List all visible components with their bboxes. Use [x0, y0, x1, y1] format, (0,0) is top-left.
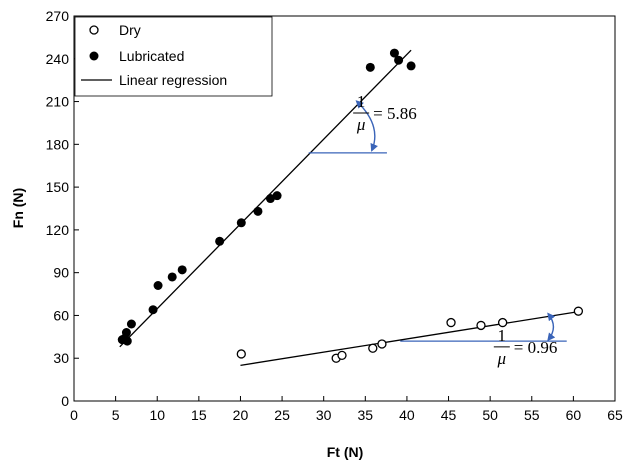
lubricated-point: [122, 336, 132, 346]
x-tick-label: 30: [316, 407, 332, 423]
plot-frame: [73, 15, 616, 402]
x-axis-label: Ft (N): [327, 444, 364, 460]
legend-marker-dry: [89, 25, 99, 35]
x-tick-label: 45: [441, 407, 457, 423]
x-tick-label: 65: [607, 407, 623, 423]
legend-label-lubricated: Lubricated: [119, 48, 184, 64]
y-tick-label: 120: [46, 222, 70, 238]
legend-marker-lubricated: [89, 51, 99, 61]
y-tick-label: 150: [46, 179, 70, 195]
y-tick-label: 60: [53, 307, 69, 323]
legend-label-regression: Linear regression: [119, 72, 227, 88]
lubricated-point: [177, 265, 187, 275]
x-tick-label: 25: [274, 407, 290, 423]
slope-angle-arrow: [547, 312, 556, 342]
annotation-layer: 1 μ = 5.86 1 μ = 0.96: [308, 92, 567, 368]
dry-point: [337, 350, 347, 361]
fit-layer: [119, 49, 582, 366]
dry-point: [368, 343, 378, 353]
y-axis-label: Fn (N): [10, 188, 26, 228]
dry-point: [497, 317, 508, 328]
x-tick-label: 20: [233, 407, 249, 423]
x-tick-label: 5: [112, 407, 120, 423]
y-tick-label: 0: [61, 393, 69, 409]
y-tick-label: 270: [46, 8, 70, 24]
slope-numerator: 1: [498, 326, 507, 345]
lubricated-point: [406, 61, 416, 71]
x-tick-label: 10: [149, 407, 165, 423]
lubricated-point: [272, 191, 282, 201]
slope-denominator: μ: [356, 115, 366, 134]
slope-value: = 0.96: [514, 338, 558, 357]
x-tick-label: 35: [358, 407, 374, 423]
lubricated-point: [215, 236, 225, 246]
y-tick-label: 210: [46, 94, 70, 110]
lubricated-point: [153, 281, 163, 290]
lubricated-point: [389, 48, 399, 58]
points-layer: [117, 48, 584, 363]
lubricated-point: [394, 55, 404, 65]
x-tick-label: 60: [566, 407, 582, 423]
dry-point: [236, 349, 246, 359]
lubricated-point: [167, 272, 177, 282]
regression-line: [240, 310, 582, 366]
slope-numerator: 1: [357, 92, 366, 111]
legend: Dry Lubricated Linear regression: [74, 16, 273, 97]
x-tick-label: 0: [70, 407, 78, 423]
x-tick-label: 15: [191, 407, 207, 423]
dry-point: [476, 320, 486, 331]
lubricated-point: [148, 305, 158, 315]
dry-point: [573, 306, 584, 316]
lubricated-point: [121, 328, 131, 338]
y-tick-label: 90: [53, 265, 69, 281]
y-tick-label: 30: [53, 350, 69, 366]
x-tick-label: 50: [482, 407, 498, 423]
lubricated-point: [253, 206, 263, 216]
dry-point: [446, 317, 456, 328]
ticks-layer: 0 5 10 15 20 25 30 35 40 45 50 55 60 65 0 30 60 90 120 150 1…: [46, 8, 623, 423]
y-tick-label: 240: [46, 51, 70, 67]
slope-angle-arrow: [355, 100, 378, 152]
lubricated-point: [236, 218, 246, 228]
dry-point: [377, 339, 387, 349]
y-tick-label: 180: [46, 136, 70, 152]
lubricated-point: [365, 62, 375, 72]
lubricated-point: [126, 319, 136, 329]
x-tick-label: 55: [524, 407, 540, 423]
slope-denominator: μ: [497, 349, 507, 368]
legend-box: [74, 16, 273, 97]
regression-line: [119, 49, 412, 348]
legend-label-dry: Dry: [119, 22, 141, 38]
x-tick-label: 40: [399, 407, 415, 423]
slope-value: = 5.86: [373, 104, 417, 123]
